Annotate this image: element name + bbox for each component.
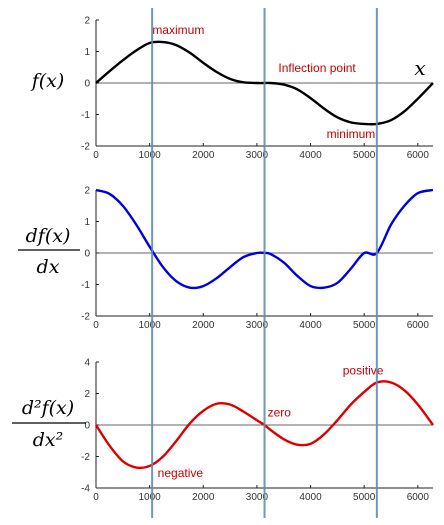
- x-tick-label: 2000: [192, 320, 215, 331]
- y-tick-label: 4: [84, 358, 90, 369]
- y-tick-label: 1: [84, 217, 90, 228]
- annotation-2: zero: [268, 405, 292, 419]
- y-tick-label: 2: [84, 186, 90, 197]
- y-tick-label: -2: [81, 312, 90, 323]
- x-tick-label: 5000: [353, 320, 376, 331]
- y-tick-label: 0: [84, 421, 90, 432]
- y-tick-label: -1: [81, 280, 90, 291]
- x-tick-label: 0: [93, 320, 99, 331]
- x-tick-label: 1000: [139, 150, 162, 161]
- x-tick-label: 4000: [299, 320, 322, 331]
- y-tick-label: -2: [81, 452, 90, 463]
- y-tick-label: -1: [81, 110, 90, 121]
- annotation-3: positive: [343, 364, 384, 378]
- x-tick-label: 3000: [246, 320, 269, 331]
- x-tick-label: 3000: [246, 150, 269, 161]
- x-tick-label: 4000: [299, 150, 322, 161]
- y-axis-label-denominator: dx: [37, 256, 60, 278]
- y-axis-label-text: f(x): [30, 70, 65, 92]
- x-tick-label: 5000: [353, 492, 376, 503]
- y-axis-label-numerator: d²f(x): [22, 397, 74, 419]
- annotation-2: Inflection point: [278, 61, 356, 75]
- y-tick-label: 0: [84, 79, 90, 90]
- panel-2: -2 -1 0 1 2 0 1000 2000 3000 4000 5000 6000: [81, 186, 434, 331]
- annotation-3: minimum: [327, 127, 376, 141]
- y-tick-label: 0: [84, 249, 90, 260]
- y-axis-label-2: df(x) dx: [18, 225, 80, 278]
- x-tick-label: 1000: [139, 492, 162, 503]
- x-tick-label: 1000: [139, 320, 162, 331]
- panel-1: -2 -1 0 1 2 0 1000 2000 3000 4000 5000 6000 maximum I…: [81, 16, 434, 161]
- y-tick-label: -2: [81, 142, 90, 153]
- x-tick-label: 0: [93, 492, 99, 503]
- x-tick-label: 6000: [407, 492, 430, 503]
- x-tick-label: 6000: [407, 150, 430, 161]
- x-axis-label: x: [414, 56, 425, 80]
- y-axis-label-1: f(x): [30, 70, 65, 92]
- x-tick-label: 4000: [299, 492, 322, 503]
- annotation-1: maximum: [152, 23, 204, 37]
- x-tick-label: 3000: [246, 492, 269, 503]
- x-tick-label: 0: [93, 150, 99, 161]
- y-axis-label-3: d²f(x) dx²: [12, 397, 86, 451]
- panel-3: -4 -2 0 2 4 0 1000 2000 3000 4000 5000 6000 negative…: [81, 358, 434, 503]
- y-tick-label: 1: [84, 47, 90, 58]
- x-tick-label: 6000: [407, 320, 430, 331]
- y-tick-label: 2: [84, 16, 90, 27]
- y-axis-label-numerator: df(x): [26, 225, 71, 247]
- x-tick-label: 2000: [192, 150, 215, 161]
- annotation-1: negative: [158, 466, 204, 480]
- y-tick-label: 2: [84, 389, 90, 400]
- x-tick-label: 5000: [353, 150, 376, 161]
- y-axis-label-denominator: dx²: [33, 429, 64, 451]
- x-tick-label: 2000: [192, 492, 215, 503]
- y-tick-label: -4: [81, 484, 90, 495]
